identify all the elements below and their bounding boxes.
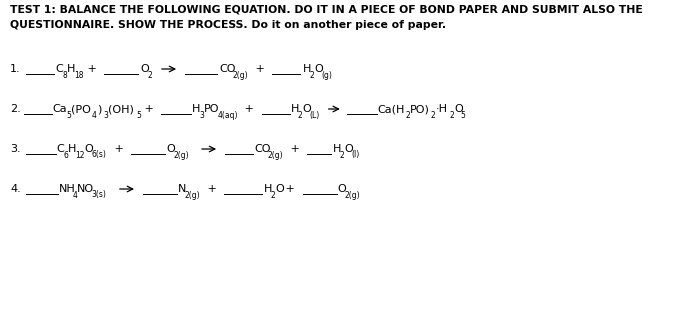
Text: C: C bbox=[56, 64, 63, 74]
Text: 3(s): 3(s) bbox=[91, 191, 106, 199]
Text: O: O bbox=[314, 64, 323, 74]
Text: 2: 2 bbox=[339, 150, 344, 159]
Text: 2: 2 bbox=[430, 110, 435, 119]
Text: PO: PO bbox=[204, 104, 220, 114]
Text: C: C bbox=[56, 144, 65, 154]
Text: 4: 4 bbox=[92, 110, 97, 119]
Text: H: H bbox=[291, 104, 299, 114]
Text: (OH): (OH) bbox=[108, 104, 134, 114]
Text: (l): (l) bbox=[351, 150, 359, 159]
Text: CO: CO bbox=[254, 144, 271, 154]
Text: +: + bbox=[287, 144, 303, 154]
Text: O: O bbox=[303, 104, 311, 114]
Text: N: N bbox=[178, 184, 186, 194]
Text: 2: 2 bbox=[298, 110, 303, 119]
Text: H: H bbox=[67, 64, 75, 74]
Text: O: O bbox=[344, 144, 353, 154]
Text: 2(g): 2(g) bbox=[345, 191, 360, 199]
Text: 5: 5 bbox=[67, 110, 71, 119]
Text: +: + bbox=[141, 104, 157, 114]
Text: 3: 3 bbox=[103, 110, 108, 119]
Text: 8: 8 bbox=[63, 71, 67, 80]
Text: Ca: Ca bbox=[53, 104, 67, 114]
Text: H: H bbox=[303, 64, 311, 74]
Text: 4: 4 bbox=[73, 191, 78, 199]
Text: 5: 5 bbox=[461, 110, 466, 119]
Text: 5: 5 bbox=[136, 110, 141, 119]
Text: 1.: 1. bbox=[10, 64, 20, 74]
Text: 2: 2 bbox=[271, 191, 275, 199]
Text: H: H bbox=[69, 144, 77, 154]
Text: H: H bbox=[192, 104, 201, 114]
Text: PO): PO) bbox=[410, 104, 430, 114]
Text: 4(aq): 4(aq) bbox=[218, 110, 238, 119]
Text: O: O bbox=[338, 184, 346, 194]
Text: Ca(H: Ca(H bbox=[378, 104, 405, 114]
Text: O: O bbox=[140, 64, 149, 74]
Text: H: H bbox=[333, 144, 341, 154]
Text: 2: 2 bbox=[309, 71, 314, 80]
Text: 3.: 3. bbox=[10, 144, 20, 154]
Text: 2(g): 2(g) bbox=[268, 150, 284, 159]
Text: (PO: (PO bbox=[71, 104, 91, 114]
Text: NO: NO bbox=[78, 184, 95, 194]
Text: 2(g): 2(g) bbox=[233, 71, 248, 80]
Text: +: + bbox=[241, 104, 258, 114]
Text: +: + bbox=[84, 64, 100, 74]
Text: O: O bbox=[275, 184, 284, 194]
Text: 4.: 4. bbox=[10, 184, 21, 194]
Text: CO: CO bbox=[219, 64, 235, 74]
Text: +: + bbox=[252, 64, 268, 74]
Text: O: O bbox=[85, 144, 93, 154]
Text: ·H: ·H bbox=[435, 104, 447, 114]
Text: 18: 18 bbox=[74, 71, 84, 80]
Text: QUESTIONNAIRE. SHOW THE PROCESS. Do it on another piece of paper.: QUESTIONNAIRE. SHOW THE PROCESS. Do it o… bbox=[10, 20, 446, 30]
Text: 2.: 2. bbox=[10, 104, 21, 114]
Text: O: O bbox=[454, 104, 462, 114]
Text: 6: 6 bbox=[64, 150, 69, 159]
Text: 2: 2 bbox=[148, 71, 152, 80]
Text: +: + bbox=[111, 144, 127, 154]
Text: 3: 3 bbox=[199, 110, 204, 119]
Text: 2: 2 bbox=[405, 110, 410, 119]
Text: (g): (g) bbox=[321, 71, 332, 80]
Text: +: + bbox=[282, 184, 299, 194]
Text: 2(g): 2(g) bbox=[185, 191, 201, 199]
Text: 12: 12 bbox=[75, 150, 85, 159]
Text: 2: 2 bbox=[449, 110, 454, 119]
Text: 6(s): 6(s) bbox=[92, 150, 107, 159]
Text: (L): (L) bbox=[309, 110, 320, 119]
Text: H: H bbox=[263, 184, 272, 194]
Text: O: O bbox=[166, 144, 175, 154]
Text: +: + bbox=[204, 184, 220, 194]
Text: NH: NH bbox=[58, 184, 75, 194]
Text: ): ) bbox=[97, 104, 101, 114]
Text: TEST 1: BALANCE THE FOLLOWING EQUATION. DO IT IN A PIECE OF BOND PAPER AND SUBMI: TEST 1: BALANCE THE FOLLOWING EQUATION. … bbox=[10, 5, 643, 15]
Text: 2(g): 2(g) bbox=[173, 150, 189, 159]
